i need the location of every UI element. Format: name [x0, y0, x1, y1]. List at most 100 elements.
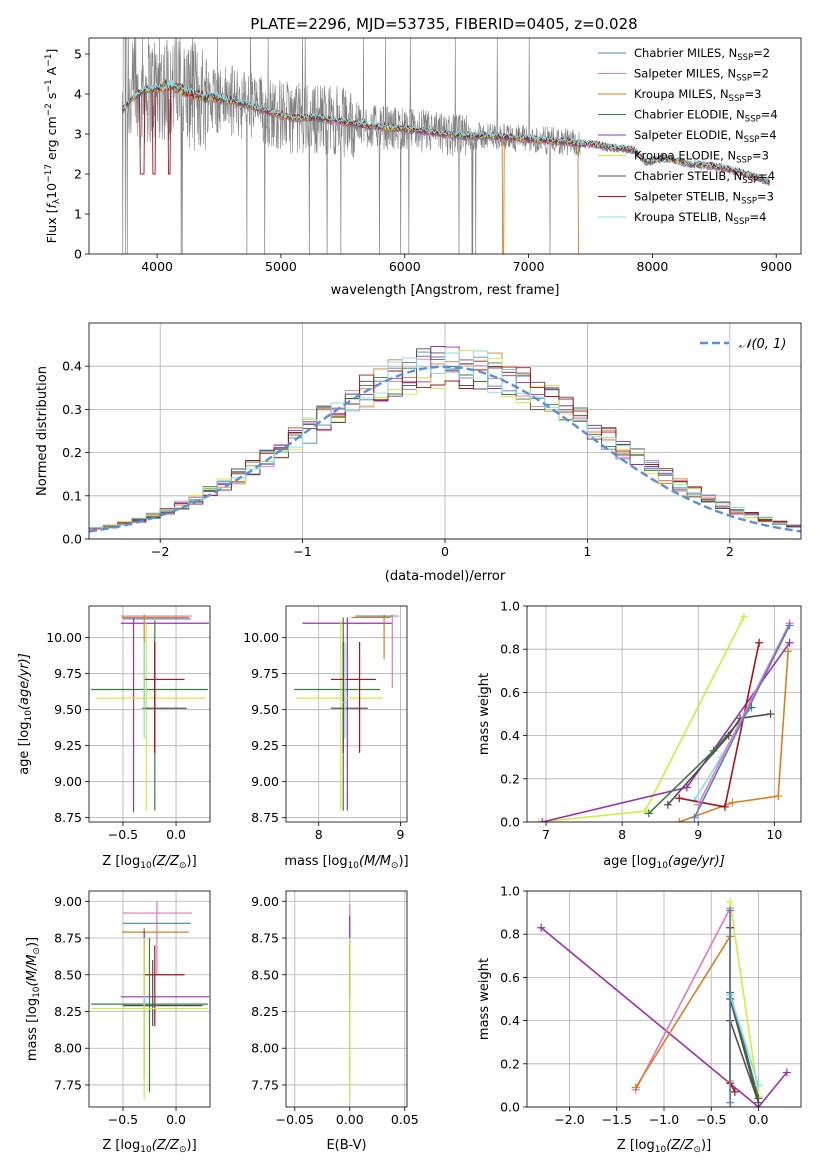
weight-vs-Z-marker-7-1 [754, 1081, 763, 1090]
weight-vs-Z-axes: −2.0 −1.5 −1.0 −0.5 0.0 0.0 0.2 0.4 0.6 0.8 1.0 Z [… [477, 884, 802, 1155]
legend-entry-normal: 𝒩(0, 1) [739, 337, 786, 352]
mass-vs-EBV-x-tick-label: −0.05 [276, 1112, 314, 1127]
age-vs-Z-x-tick-label: −0.5 [108, 827, 138, 842]
legend-entry-7: Salpeter STELIB, NSSP=3 [634, 190, 774, 207]
weight-vs-age-y-axis-label: mass weight [477, 673, 492, 755]
mass-vs-EBV-y-tick-label: 8.00 [251, 1041, 279, 1056]
spectrum-y-tick-label: 2 [74, 167, 82, 182]
weight-vs-age-marker-2-2 [785, 638, 794, 647]
age-vs-mass-y-tick-label: 8.75 [251, 810, 279, 825]
age-vs-Z-y-tick-label: 10.00 [46, 630, 82, 645]
weight-vs-age-x-axis-label: age [log10(age/yr)] [603, 854, 725, 871]
weight-vs-age-marker-0-2 [774, 792, 783, 801]
weight-vs-age-marker-8-1 [785, 621, 794, 630]
residuals-y-tick-label: 0.2 [62, 445, 82, 460]
weight-vs-age-marker-4-3 [766, 710, 775, 718]
weight-vs-Z-x-tick-label: −1.0 [649, 1112, 679, 1127]
weight-vs-age-marker-0-3 [784, 647, 793, 656]
mass-vs-EBV-y-tick-label: 8.50 [251, 967, 279, 982]
mass-vs-Z-frame [88, 890, 211, 1108]
weight-vs-age-marker-2-1 [682, 783, 691, 792]
age-vs-Z-y-tick-label: 9.50 [54, 702, 82, 717]
age-vs-Z-y-tick-label: 9.75 [54, 666, 82, 681]
legend-entry-3: Chabrier ELODIE, NSSP=4 [634, 108, 778, 125]
residuals-x-tick-label: 0 [441, 544, 449, 559]
weight-vs-age-marker-1-0 [534, 818, 543, 822]
legend-entry-4: Salpeter ELODIE, NSSP=4 [634, 128, 777, 145]
age-vs-mass-y-tick-label: 9.50 [251, 702, 279, 717]
weight-vs-age-marker-6-1 [720, 802, 729, 811]
mass-vs-EBV-y-tick-label: 8.75 [251, 931, 279, 946]
weight-vs-Z-marker-3-0 [726, 897, 735, 906]
weight-vs-Z-x-tick-label: −2.0 [554, 1112, 584, 1127]
mass-vs-EBV-x-tick-label: 0.05 [391, 1112, 419, 1127]
weight-vs-age-x-tick-label: 10 [766, 827, 782, 842]
weight-vs-age-y-tick-label: 0.0 [500, 815, 520, 830]
residuals-legend: 𝒩(0, 1) [700, 337, 786, 352]
spectrum-x-tick-label: 6000 [389, 259, 421, 274]
weight-vs-age-line-8 [693, 625, 791, 819]
weight-vs-Z-x-axis-label: Z [log10(Z/Z⊙)] [617, 1138, 711, 1155]
residuals-y-tick-label: 0.1 [62, 488, 82, 503]
weight-vs-age-y-tick-label: 1.0 [500, 599, 520, 614]
weight-vs-Z-marker-4-2 [730, 1087, 739, 1096]
residuals-x-axis-label: (data-model)/error [385, 569, 506, 584]
weight-vs-Z-x-tick-label: 0.0 [749, 1112, 769, 1127]
normal-distribution-curve [89, 365, 801, 533]
weight-vs-age-x-tick-label: 7 [542, 827, 550, 842]
mass-vs-EBV-y-tick-label: 9.00 [251, 894, 279, 909]
weight-vs-age-marker-8-0 [690, 813, 699, 822]
mass-vs-EBV-x-tick-label: 0.00 [336, 1112, 364, 1127]
age-vs-Z-axes: −0.5 0.0 8.75 9.00 9.25 9.50 9.75 10.00 Z [log10… [17, 605, 211, 871]
weight-vs-age-marks [534, 612, 794, 822]
weight-vs-Z-line-3 [729, 901, 760, 1097]
weight-vs-age-marker-6-0 [675, 794, 684, 803]
weight-vs-age-marker-0-1 [728, 798, 737, 807]
weight-vs-Z-line-0 [540, 927, 788, 1107]
age-vs-mass-y-tick-label: 9.75 [251, 666, 279, 681]
mass-vs-Z-y-tick-label: 9.00 [54, 894, 82, 909]
spectrum-x-tick-label: 8000 [637, 259, 669, 274]
spectrum-y-tick-label: 5 [74, 47, 82, 62]
age-vs-mass-x-axis-label: mass [log10(M/M⊙)] [284, 854, 408, 871]
weight-vs-age-marker-0-0 [675, 818, 684, 822]
weight-vs-age-marker-6-2 [755, 638, 764, 647]
weight-vs-age-line-0 [678, 651, 789, 822]
weight-vs-age-marker-4-0 [663, 800, 672, 809]
spectrum-y-tick-label: 1 [74, 207, 82, 222]
weight-vs-Z-y-tick-label: 0.0 [500, 1100, 520, 1115]
mass-vs-Z-y-tick-label: 8.25 [54, 1004, 82, 1019]
mass-vs-Z-y-tick-label: 8.75 [54, 931, 82, 946]
residuals-x-tick-label: 2 [726, 544, 734, 559]
legend-entry-5: Kroupa ELODIE, NSSP=3 [634, 149, 769, 166]
weight-vs-Z-marker-0-2 [782, 1068, 791, 1077]
weight-vs-Z-marker-0-0 [537, 923, 546, 932]
spectrum-x-axis-label: wavelength [Angstrom, rest frame] [331, 283, 560, 298]
spectrum-y-tick-label: 4 [74, 87, 82, 102]
legend-entry-0: Chabrier MILES, NSSP=2 [634, 46, 770, 63]
residuals-x-tick-label: −1 [293, 544, 311, 559]
spectrum-x-tick-label: 7000 [513, 259, 545, 274]
age-vs-Z-y-tick-label: 9.25 [54, 738, 82, 753]
spectrum-title: PLATE=2296, MJD=53735, FIBERID=0405, z=0… [250, 15, 637, 33]
residuals-y-tick-label: 0.0 [62, 532, 82, 547]
age-vs-Z-x-axis-label: Z [log10(Z/Z⊙)] [102, 854, 196, 871]
age-vs-mass-axes: 8 9 8.75 9.00 9.25 9.50 9.75 10.00 mass [log10(M… [243, 605, 409, 871]
weight-vs-Z-marks [537, 897, 791, 1107]
mass-vs-EBV-x-axis-label: E(B-V) [326, 1138, 366, 1153]
weight-vs-age-y-tick-label: 0.6 [500, 685, 520, 700]
weight-vs-Z-x-tick-label: −0.5 [696, 1112, 726, 1127]
residuals-y-tick-label: 0.4 [62, 359, 82, 374]
weight-vs-Z-y-tick-label: 0.4 [500, 1013, 520, 1028]
age-vs-mass-y-tick-label: 10.00 [243, 630, 279, 645]
age-vs-Z-x-tick-label: 0.0 [166, 827, 186, 842]
legend-entry-8: Kroupa STELIB, NSSP=4 [634, 210, 766, 227]
spectrum-x-tick-label: 9000 [760, 259, 792, 274]
legend-entry-1: Salpeter MILES, NSSP=2 [634, 67, 769, 84]
weight-vs-age-marker-1-2 [739, 612, 748, 621]
legend-entry-2: Kroupa MILES, NSSP=3 [634, 87, 761, 104]
weight-vs-Z-y-tick-label: 1.0 [500, 884, 520, 899]
mass-vs-Z-y-tick-label: 7.75 [54, 1077, 82, 1092]
mass-vs-EBV-axes: −0.05 0.00 0.05 7.75 8.00 8.25 8.50 8.75 9.00 E(B… [251, 890, 419, 1153]
